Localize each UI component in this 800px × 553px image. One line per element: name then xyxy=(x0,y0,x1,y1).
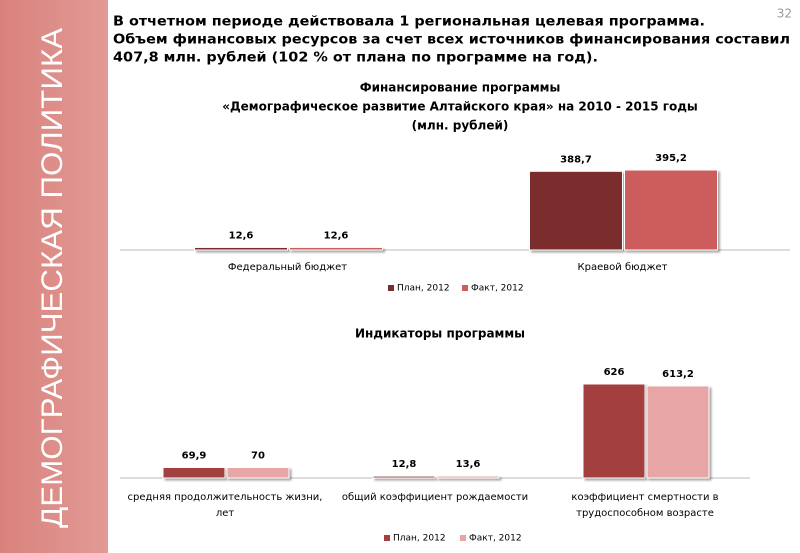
body-text: Объем финансовых ресурсов за счет всех и… xyxy=(113,33,790,48)
data-label: 388,7 xyxy=(560,154,592,165)
bar xyxy=(646,385,710,479)
section-title: ДЕМОГРАФИЧЕСКАЯ ПОЛИТИКА xyxy=(36,28,69,528)
legend-label: План, 2012 xyxy=(393,534,446,544)
data-label: 69,9 xyxy=(182,451,207,462)
bar xyxy=(372,475,436,479)
x-tick-label-line: коэффициент смертности в xyxy=(571,492,718,503)
chart-title: Индикаторы программы xyxy=(355,327,525,341)
legend-swatch xyxy=(384,535,390,541)
legend-label: Факт, 2012 xyxy=(469,534,522,544)
bar xyxy=(194,246,288,251)
data-label: 12,6 xyxy=(229,230,254,241)
x-tick-label-line: трудоспособном возрасте xyxy=(576,508,714,519)
data-label: 395,2 xyxy=(655,153,687,164)
legend-swatch xyxy=(388,285,394,291)
x-tick-label-line: лет xyxy=(216,508,235,519)
data-label: 626 xyxy=(604,367,625,378)
bar xyxy=(529,170,623,251)
x-tick-label-line: средняя продолжительность жизни, xyxy=(128,492,323,503)
legend-swatch xyxy=(462,285,468,291)
data-label: 12,6 xyxy=(324,230,349,241)
chart-title: «Демографическое развитие Алтайского кра… xyxy=(222,100,698,114)
chart-title: (млн. рублей) xyxy=(412,119,509,133)
bar xyxy=(624,169,718,251)
bar xyxy=(582,383,646,479)
data-label: 13,6 xyxy=(456,459,481,470)
data-label: 70 xyxy=(251,450,265,461)
sidebar xyxy=(0,0,108,553)
bar xyxy=(226,466,290,479)
legend-label: Факт, 2012 xyxy=(471,284,524,294)
x-tick-label: общий коэффициент рождаемости xyxy=(342,492,528,503)
bar xyxy=(162,467,226,479)
data-label: 12,8 xyxy=(392,459,417,470)
body-text: 407,8 млн. рублей (102 % от плана по про… xyxy=(113,51,598,66)
x-tick-label: Краевой бюджет xyxy=(578,262,668,273)
x-tick-label: коэффициент смертности в трудоспособном в… xyxy=(571,492,718,519)
bar xyxy=(436,475,500,479)
data-label: 613,2 xyxy=(662,369,694,380)
page-number: 32 xyxy=(777,7,792,21)
x-tick-label: средняя продолжительность жизни, лет xyxy=(128,492,323,519)
legend-label: План, 2012 xyxy=(397,284,450,294)
x-tick-label: Федеральный бюджет xyxy=(228,262,347,273)
legend-swatch xyxy=(460,535,466,541)
chart-title: Финансирование программы xyxy=(360,81,561,95)
bar xyxy=(289,246,383,251)
body-text: В отчетном периоде действовала 1 региона… xyxy=(113,15,705,30)
